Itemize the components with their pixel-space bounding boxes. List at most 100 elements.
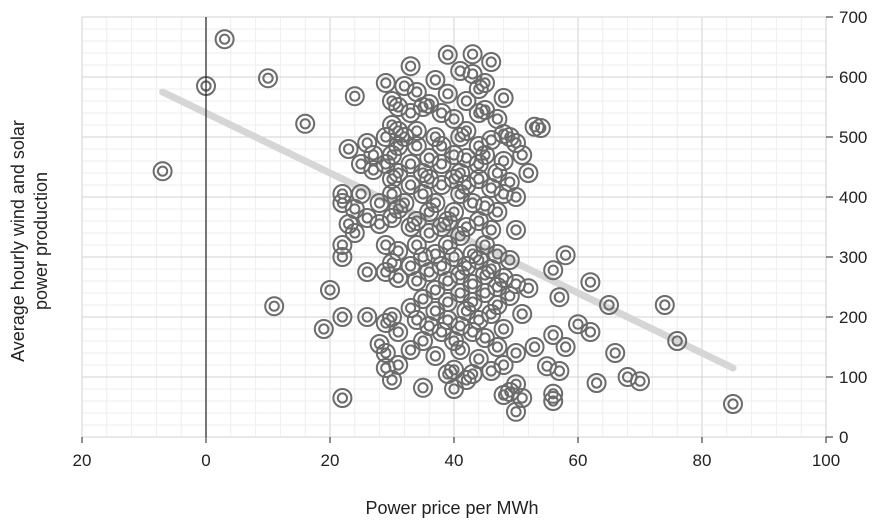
scatter-point <box>375 73 396 93</box>
point-inner-ring <box>454 344 466 356</box>
scatter-point <box>450 127 471 147</box>
point-inner-ring <box>349 203 361 215</box>
point-outer-ring <box>444 109 464 129</box>
y-tick-label: 600 <box>839 68 867 87</box>
scatter-point <box>524 337 545 357</box>
point-inner-ring <box>522 282 535 294</box>
point-inner-ring <box>609 347 621 359</box>
point-inner-ring <box>374 218 386 230</box>
point-inner-ring <box>417 382 429 394</box>
scatter-point <box>332 235 353 255</box>
point-inner-ring <box>417 293 429 305</box>
point-outer-ring <box>468 79 489 99</box>
point-outer-ring <box>444 379 464 399</box>
point-outer-ring <box>506 401 526 422</box>
point-inner-ring <box>516 308 528 320</box>
point-inner-ring <box>429 74 441 86</box>
scatter-point <box>530 118 551 138</box>
scatter-point <box>654 295 675 315</box>
scatter-point <box>506 220 526 240</box>
scatter-point <box>425 346 446 366</box>
scatter-point <box>413 163 433 183</box>
data-points <box>152 29 743 422</box>
point-outer-ring <box>506 133 526 153</box>
point-inner-ring <box>498 389 510 401</box>
scatter-point <box>332 307 353 327</box>
scatter-point <box>406 136 427 156</box>
x-tick-label: 40 <box>445 451 464 470</box>
point-inner-ring <box>367 149 379 161</box>
scatter-point <box>437 44 458 65</box>
point-inner-ring <box>485 365 497 377</box>
point-inner-ring <box>386 188 398 200</box>
point-inner-ring <box>491 341 503 353</box>
point-outer-ring <box>388 322 409 342</box>
point-inner-ring <box>454 230 466 242</box>
point-inner-ring <box>553 291 566 303</box>
point-inner-ring <box>516 392 528 404</box>
scatter-point <box>481 361 502 381</box>
scatter-point <box>549 361 570 381</box>
point-outer-ring <box>338 139 359 159</box>
point-outer-ring <box>382 208 402 228</box>
point-outer-ring <box>555 245 576 266</box>
point-inner-ring <box>392 272 404 284</box>
y-tick-label: 500 <box>839 128 867 147</box>
point-outer-ring <box>152 161 173 182</box>
point-outer-ring <box>332 307 353 327</box>
point-inner-ring <box>405 60 417 72</box>
point-inner-ring <box>405 158 417 170</box>
point-outer-ring <box>493 355 514 375</box>
point-inner-ring <box>423 227 435 239</box>
scatter-point <box>468 79 489 99</box>
point-outer-ring <box>462 364 483 384</box>
scatter-point <box>555 337 576 357</box>
point-outer-ring <box>481 304 502 324</box>
scatter-point <box>468 103 489 123</box>
point-outer-ring <box>351 154 371 174</box>
scatter-point <box>332 247 353 267</box>
y-tick-label: 0 <box>839 428 848 447</box>
point-inner-ring <box>411 275 423 287</box>
point-outer-ring <box>357 133 378 153</box>
scatter-point <box>462 364 483 384</box>
point-inner-ring <box>405 344 417 356</box>
point-outer-ring <box>357 262 378 282</box>
scatter-point <box>493 319 514 339</box>
scatter-point <box>456 91 477 111</box>
scatter-point <box>468 154 489 174</box>
point-inner-ring <box>510 224 522 236</box>
point-inner-ring <box>367 164 379 176</box>
point-inner-ring <box>510 378 522 390</box>
scatter-point <box>506 187 526 207</box>
x-tick-label: 60 <box>569 451 588 470</box>
point-outer-ring <box>400 298 421 318</box>
point-inner-ring <box>584 276 597 288</box>
point-outer-ring <box>654 295 675 315</box>
scatter-point <box>630 371 650 392</box>
point-inner-ring <box>485 224 497 236</box>
point-inner-ring <box>498 323 510 335</box>
point-outer-ring <box>456 91 477 111</box>
point-inner-ring <box>380 317 392 329</box>
point-outer-ring <box>630 371 650 392</box>
point-inner-ring <box>318 323 330 335</box>
scatter-point <box>388 163 409 183</box>
point-outer-ring <box>543 383 564 404</box>
point-inner-ring <box>603 299 615 311</box>
point-outer-ring <box>375 358 396 378</box>
point-inner-ring <box>467 68 479 80</box>
scatter-point <box>437 83 458 104</box>
point-inner-ring <box>467 48 479 60</box>
point-inner-ring <box>473 107 485 119</box>
point-inner-ring <box>442 49 454 61</box>
scatter-point <box>475 73 495 93</box>
scatter-point <box>543 325 564 345</box>
scatter-point <box>723 394 743 414</box>
point-inner-ring <box>436 158 448 170</box>
point-inner-ring <box>299 118 311 130</box>
x-tick-label: 100 <box>812 451 840 470</box>
point-outer-ring <box>382 91 402 111</box>
point-inner-ring <box>572 318 584 330</box>
point-inner-ring <box>473 83 485 95</box>
